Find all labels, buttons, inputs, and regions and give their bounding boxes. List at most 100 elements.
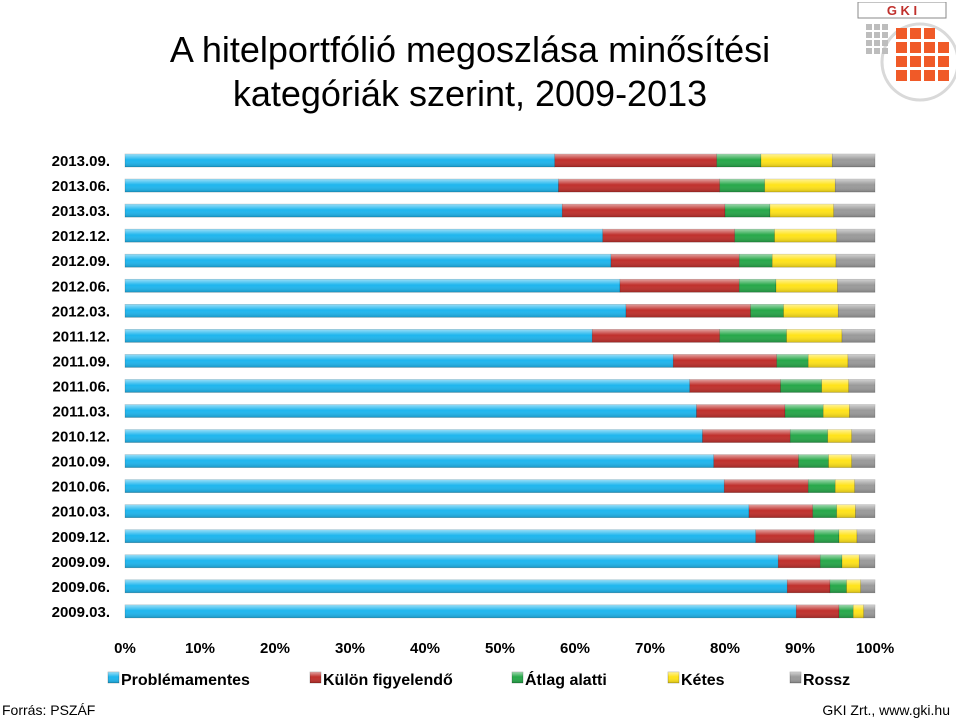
- gki-logo-text: G K I: [887, 3, 917, 18]
- category-label: 2012.06.: [52, 278, 110, 295]
- chart-title-line-2: kategóriák szerint, 2009-2013: [232, 73, 708, 114]
- bar-2010-06-series-4: [834, 479, 856, 493]
- bar-2012-12-series-1: [124, 228, 604, 243]
- legend-item: Átlag alatti: [511, 670, 607, 689]
- bar-2009-03-series-1: [124, 604, 797, 619]
- bar-2010-09-series-3: [798, 454, 829, 468]
- category-label: 2012.12.: [52, 228, 110, 245]
- bar-2011-12-series-3: [719, 329, 787, 343]
- bar-2013-03-series-4: [769, 203, 835, 218]
- category-label: 2009.09.: [52, 554, 110, 571]
- category-label: 2009.06.: [52, 579, 110, 596]
- bar-2011-03-series-1: [124, 404, 697, 418]
- category-label: 2013.06.: [52, 178, 110, 195]
- bar-2011-06-series-3: [780, 379, 823, 393]
- x-tick-label: 20%: [260, 640, 290, 657]
- bar-2011-03-series-3: [784, 404, 824, 418]
- bar-2010-09-series-1: [124, 454, 715, 468]
- x-tick-label: 70%: [635, 640, 665, 657]
- bar-2012-06-series-5: [837, 278, 876, 293]
- bar-2011-12-series-1: [124, 329, 593, 343]
- bar-2010-09-series-4: [828, 454, 853, 468]
- bar-2013-06-series-1: [124, 178, 559, 193]
- bar-2013-09-series-1: [124, 153, 556, 168]
- bar-2009-12-series-1: [124, 529, 757, 544]
- bar-2010-03-series-3: [812, 504, 838, 519]
- bar-2010-06-series-3: [807, 479, 836, 493]
- source-note: Forrás: PSZÁF: [2, 702, 96, 718]
- bar-2013-09-series-5: [831, 153, 876, 168]
- category-label: 2010.03.: [52, 504, 110, 521]
- bar-2009-09-series-2: [777, 554, 821, 569]
- legend-label: Kétes: [681, 672, 725, 689]
- bar-2010-12-series-5: [851, 429, 876, 443]
- bar-2009-09-series-5: [858, 554, 876, 569]
- bar-2012-09-series-2: [610, 253, 740, 268]
- bar-2012-12-series-3: [734, 228, 775, 243]
- bar-2011-12-series-4: [786, 329, 843, 343]
- chart-title-line-1: A hitelportfólió megoszlása minősítési: [169, 29, 771, 70]
- bar-2012-06-series-3: [738, 278, 777, 293]
- bar-2010-03-series-5: [855, 504, 876, 519]
- category-label: 2010.06.: [52, 479, 110, 496]
- x-tick-label: 90%: [785, 640, 815, 657]
- bar-2011-09-series-3: [776, 354, 809, 368]
- bar-2009-09-series-3: [819, 554, 843, 569]
- bar-2012-03-series-2: [625, 304, 751, 318]
- bar-2011-09-series-5: [847, 354, 876, 368]
- bar-2011-09-series-4: [807, 354, 849, 368]
- bar-2012-03-series-3: [750, 304, 784, 318]
- x-tick-label: 100%: [856, 640, 894, 657]
- bar-2010-03-series-2: [748, 504, 814, 519]
- bar-2009-09-series-1: [124, 554, 779, 569]
- x-tick-label: 30%: [335, 640, 365, 657]
- bar-2013-09-series-3: [716, 153, 762, 168]
- bar-2011-03-series-5: [849, 404, 876, 418]
- x-tick-label: 50%: [485, 640, 515, 657]
- legend-label: Rossz: [803, 672, 850, 689]
- bar-2009-12-series-2: [755, 529, 815, 544]
- bar-2010-06-series-1: [124, 479, 725, 493]
- bar-2009-06-series-4: [846, 579, 862, 594]
- bar-2012-09-series-5: [835, 253, 876, 268]
- bar-2011-03-series-4: [822, 404, 850, 418]
- bar-2012-09-series-4: [771, 253, 837, 268]
- bar-2013-09-series-4: [760, 153, 833, 168]
- category-label: 2012.03.: [52, 303, 110, 320]
- bar-2009-12-series-5: [856, 529, 876, 544]
- bar-2010-12-series-2: [702, 429, 791, 443]
- bar-2011-03-series-2: [696, 404, 786, 418]
- x-tick-label: 80%: [710, 640, 740, 657]
- bar-2009-03-series-3: [838, 604, 854, 619]
- category-label: 2009.12.: [52, 529, 110, 546]
- bar-2012-03-series-5: [837, 304, 876, 318]
- bar-2013-03-series-2: [561, 203, 726, 218]
- bar-2009-03-series-4: [852, 604, 865, 619]
- bar-2013-03-series-1: [124, 203, 563, 218]
- legend-label: Átlag alatti: [525, 670, 607, 689]
- legend-item: Problémamentes: [107, 671, 250, 689]
- bar-2009-03-series-5: [863, 604, 876, 619]
- bar-2009-06-series-1: [124, 579, 788, 594]
- bar-2010-06-series-5: [854, 479, 876, 493]
- bar-2011-06-series-2: [689, 379, 781, 393]
- category-labels: 2013.09. 2013.06. 2013.03. 2012.12. 2012.09.…: [52, 153, 110, 621]
- bar-2009-12-series-3: [813, 529, 840, 544]
- bar-2012-12-series-2: [602, 228, 736, 243]
- gki-logo-squares: [896, 28, 949, 81]
- category-label: 2013.03.: [52, 203, 110, 220]
- bar-2011-09-series-1: [124, 354, 674, 368]
- bar-2010-03-series-4: [836, 504, 856, 519]
- bar-2011-12-series-5: [841, 329, 876, 343]
- x-tick-label: 0%: [114, 640, 136, 657]
- bars-group: [124, 153, 876, 619]
- bar-2012-12-series-4: [774, 228, 838, 243]
- bar-2012-09-series-3: [738, 253, 773, 268]
- category-label: 2009.03.: [52, 604, 110, 621]
- credit-note: GKI Zrt., www.gki.hu: [822, 702, 950, 718]
- legend-item: Kétes: [667, 671, 725, 689]
- bar-2012-06-series-1: [124, 278, 621, 293]
- bar-2013-03-series-5: [833, 203, 876, 218]
- category-label: 2011.03.: [52, 404, 110, 421]
- bar-2010-09-series-2: [713, 454, 799, 468]
